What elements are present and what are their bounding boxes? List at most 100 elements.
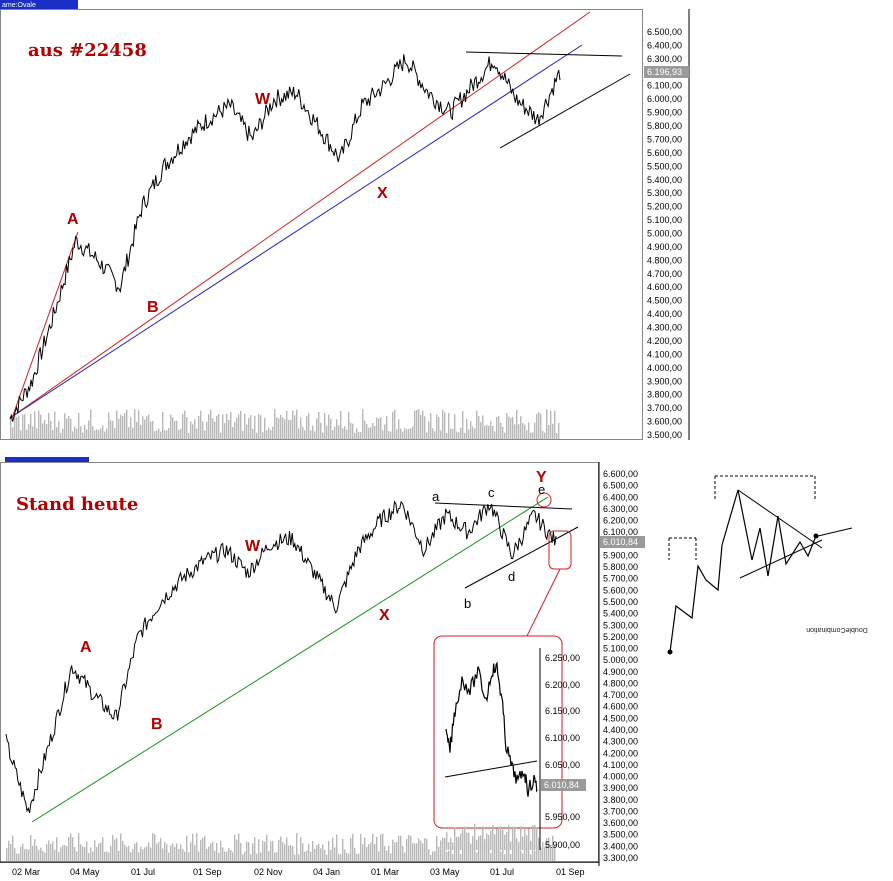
bottom-volume-bar bbox=[368, 844, 370, 861]
bottom-volume-bar bbox=[98, 843, 100, 861]
top-volume-bar bbox=[488, 425, 490, 439]
bottom-tab[interactable] bbox=[5, 457, 89, 462]
inset-price-line bbox=[445, 661, 538, 797]
bottom-volume-bar bbox=[62, 845, 64, 861]
top-volume-bar bbox=[282, 417, 284, 439]
inset-frame bbox=[433, 635, 563, 829]
bottom-volume-bar bbox=[552, 835, 554, 861]
bottom-volume-bar bbox=[400, 835, 402, 861]
inset-y-tick-5: 5.950,00 bbox=[545, 812, 580, 822]
bottom-volume-bar bbox=[32, 845, 34, 861]
bottom-y-tick-4: 3.700,00 bbox=[603, 806, 638, 816]
bottom-volume-bar bbox=[60, 847, 62, 861]
top-volume-bar bbox=[40, 414, 42, 439]
bottom-volume-bar bbox=[396, 841, 398, 861]
top-volume-bar bbox=[528, 422, 530, 439]
bottom-y-tick-10: 4.300,00 bbox=[603, 737, 638, 747]
bottom-volume-bar bbox=[408, 834, 410, 861]
bottom-volume-bar bbox=[30, 835, 32, 861]
top-volume-bar bbox=[516, 410, 518, 439]
top-volume-bar bbox=[126, 409, 128, 439]
bottom-volume-bar bbox=[300, 837, 302, 861]
bottom-volume-bar bbox=[392, 839, 394, 861]
top-volume-bar bbox=[298, 428, 300, 439]
top-volume-bar bbox=[160, 431, 162, 439]
top-volume-bar bbox=[234, 422, 236, 439]
bottom-volume-bar bbox=[12, 835, 14, 861]
top-y-tick-20: 5.500,00 bbox=[647, 161, 682, 171]
bottom-volume-bar bbox=[50, 843, 52, 861]
top-volume-bar bbox=[384, 424, 386, 439]
bottom-volume-bar bbox=[206, 848, 208, 861]
top-volume-bar bbox=[318, 412, 320, 439]
bottom-volume-bar bbox=[138, 852, 140, 861]
bottom-y-tick-6: 3.900,00 bbox=[603, 783, 638, 793]
bottom-volume-bar bbox=[402, 845, 404, 861]
top-volume-bar bbox=[526, 430, 528, 439]
top-volume-bar bbox=[74, 426, 76, 439]
bottom-volume-bar bbox=[198, 851, 200, 861]
top-volume-bar bbox=[422, 411, 424, 439]
bottom-volume-bar bbox=[434, 851, 436, 861]
top-volume-bar bbox=[210, 409, 212, 439]
bottom-y-tick-24: 5.700,00 bbox=[603, 574, 638, 584]
top-y-tick-5: 4.000,00 bbox=[647, 363, 682, 373]
top-volume-bar bbox=[482, 415, 484, 439]
top-volume-bar bbox=[386, 415, 388, 439]
bottom-volume-bar bbox=[212, 841, 214, 861]
bottom-volume-bar bbox=[248, 842, 250, 861]
inset-volume-bar bbox=[456, 843, 458, 850]
top-volume-bar bbox=[548, 425, 550, 439]
bottom-volume-bar bbox=[314, 848, 316, 861]
top-volume-bar bbox=[394, 409, 396, 439]
top-volume-bar bbox=[442, 409, 444, 439]
bottom-volume-bar bbox=[228, 847, 230, 861]
bottom-x-tick-7: 03 May bbox=[430, 867, 460, 877]
bottom-volume-bar bbox=[372, 833, 374, 861]
bottom-volume-bar bbox=[74, 846, 76, 861]
bottom-volume-bar bbox=[420, 840, 422, 861]
top-volume-bar bbox=[60, 432, 62, 439]
top-volume-bar bbox=[264, 417, 266, 439]
top-y-tick-29: 6.400,00 bbox=[647, 40, 682, 50]
bottom-volume-bar bbox=[8, 840, 10, 861]
top-volume-bar bbox=[308, 413, 310, 439]
bottom-volume-bar bbox=[286, 837, 288, 861]
bottom-x-ticks: 02 Mar 04 May 01 Jul 01 Sep 02 Nov 04 Jan 01 M… bbox=[12, 867, 585, 877]
bottom-volume-bar bbox=[44, 852, 46, 861]
bottom-volume-bar bbox=[130, 852, 132, 861]
top-volume-bar bbox=[274, 409, 276, 439]
top-volume-bar bbox=[214, 421, 216, 439]
top-volume-bar bbox=[10, 417, 12, 439]
top-tab[interactable] bbox=[0, 0, 78, 9]
top-volume-bar bbox=[358, 432, 360, 439]
bottom-volume-bar bbox=[210, 843, 212, 861]
bottom-volume-bar bbox=[122, 840, 124, 861]
top-volume-bar bbox=[352, 423, 354, 439]
diagram-start-dot bbox=[667, 649, 673, 655]
bottom-volume-bar bbox=[54, 849, 56, 861]
bottom-zoom-connector bbox=[526, 568, 561, 637]
top-volume-bar bbox=[226, 413, 228, 439]
top-volume-bar bbox=[496, 416, 498, 439]
top-volume-bar bbox=[506, 412, 508, 439]
top-volume-bar bbox=[34, 411, 36, 439]
inset-y-tick-3: 6.100,00 bbox=[545, 733, 580, 743]
top-volume-bar bbox=[196, 428, 198, 439]
bottom-volume-bar bbox=[182, 848, 184, 861]
top-volume-bar bbox=[98, 430, 100, 439]
diagram-end-dot bbox=[813, 533, 819, 539]
top-volume-bar bbox=[390, 431, 392, 439]
inset-volume-bar bbox=[524, 829, 526, 850]
bottom-volume-bar bbox=[134, 843, 136, 861]
bottom-volume-bar bbox=[244, 851, 246, 861]
bottom-volume-bar bbox=[328, 841, 330, 861]
bottom-volume-bar bbox=[120, 833, 122, 861]
bottom-volume-bar bbox=[254, 837, 256, 861]
bottom-x-tick-4: 02 Nov bbox=[254, 867, 283, 877]
inset-volume-bar bbox=[522, 836, 524, 850]
inset-volume-bar bbox=[462, 829, 464, 850]
bottom-volume-bar bbox=[76, 851, 78, 861]
top-volume-bar bbox=[470, 421, 472, 439]
top-volume-bar bbox=[522, 422, 524, 439]
